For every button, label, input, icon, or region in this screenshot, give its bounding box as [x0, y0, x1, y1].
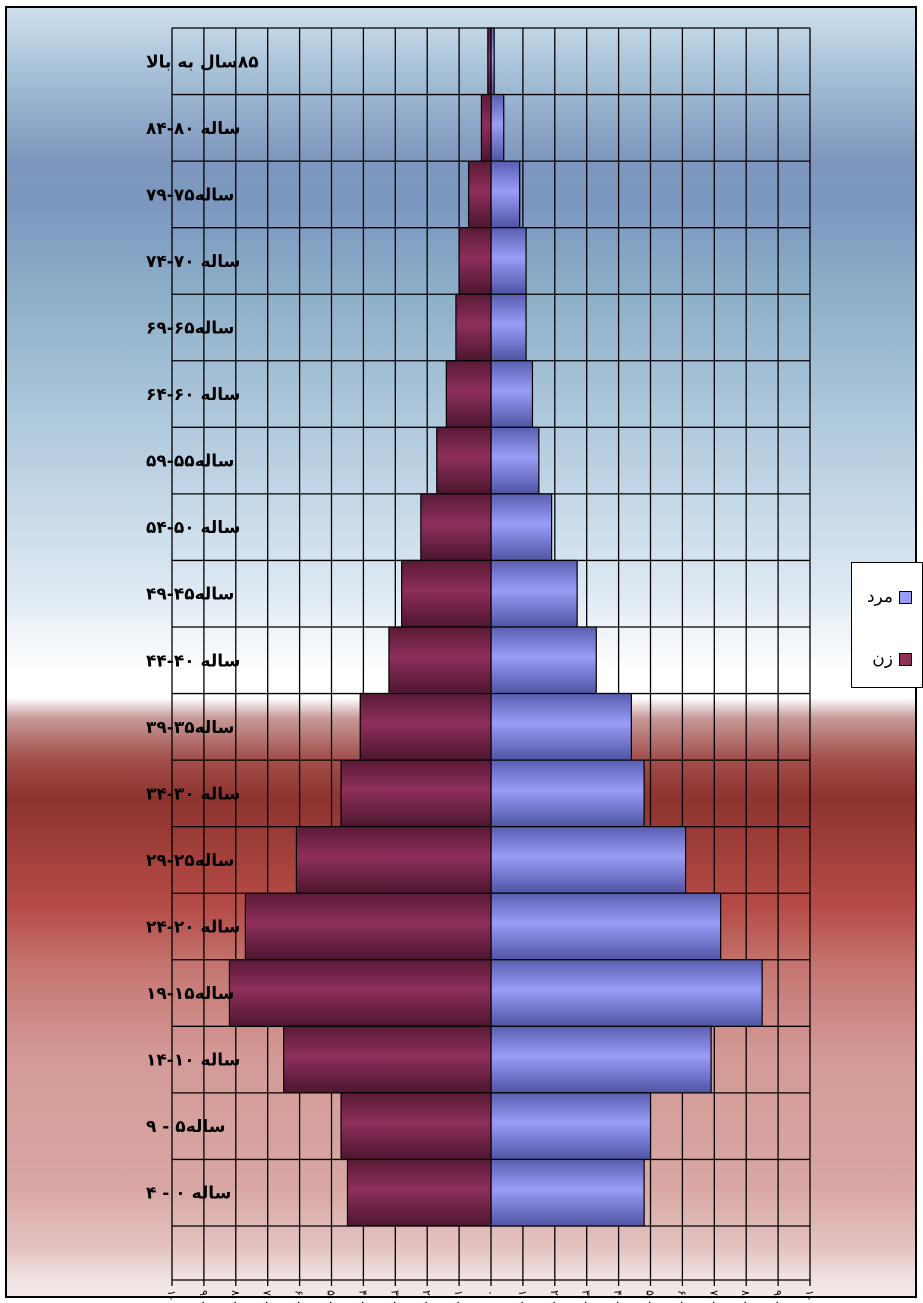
x-tick-label: ۹.۰۰٫ [197, 1290, 210, 1303]
bar-female [420, 493, 492, 562]
bar-female [401, 559, 492, 628]
category-label: ساله ۶۰-۶۴ [146, 385, 240, 405]
x-tick-label: ۴.۰۰٫ [612, 1290, 625, 1303]
bar-female [487, 27, 492, 96]
bar-male [490, 959, 763, 1027]
bar-female [346, 1158, 492, 1227]
series-male [490, 27, 763, 1227]
x-tick-label: ۷.۰۰٫ [707, 1290, 720, 1303]
bar-male [490, 692, 632, 761]
bar-female [359, 692, 492, 761]
x-tick-label: ۷.۰۰٫ [261, 1290, 274, 1303]
bar-female [244, 892, 492, 961]
bar-female [388, 626, 492, 695]
bar-female [295, 826, 492, 894]
bar-female [340, 1092, 492, 1161]
x-tick-label: ۶.۰۰٫ [293, 1290, 306, 1303]
series-female [228, 27, 492, 1227]
x-tick-label: ۳.۰۰٫ [580, 1290, 593, 1303]
x-tick-label: ۶.۰۰٫ [675, 1290, 688, 1303]
x-tick-label: ۸.۰۰٫ [229, 1290, 242, 1303]
bar-male [490, 1158, 645, 1227]
bar-female [458, 227, 492, 295]
bar-female [228, 959, 492, 1027]
category-label: ساله۵۵-۵۹ [146, 452, 234, 472]
bar-male [490, 892, 722, 961]
x-tick-label: ۲.۰۰٫ [548, 1290, 561, 1303]
bar-male [490, 1092, 652, 1161]
category-label: ساله۲۵-۲۹ [146, 851, 234, 871]
bar-male [490, 493, 553, 562]
category-label: ساله۴۵-۴۹ [146, 585, 234, 605]
bar-male [490, 626, 597, 695]
category-label: ساله ۲۰-۲۴ [146, 918, 240, 938]
bar-female [340, 759, 492, 828]
category-label: ساله۱۵-۱۹ [146, 984, 234, 1004]
category-label: ساله ۳۰-۳۴ [146, 784, 240, 804]
bar-male [490, 93, 505, 162]
category-label: ساله ۴۰-۴۴ [146, 651, 240, 671]
x-tick-label: ۱۰.۰۰٫ [803, 1290, 816, 1303]
bar-female [455, 293, 492, 362]
legend-swatch-male [899, 590, 912, 604]
x-tick-label: ۵.۰۰٫ [325, 1290, 338, 1303]
bar-male [490, 160, 521, 229]
x-tick-label: ۹.۰۰٫ [771, 1290, 784, 1303]
category-label: ساله۳۵-۳۹ [146, 718, 234, 738]
bar-female [468, 160, 492, 229]
x-tick-label: ۱.۰۰٫ [516, 1290, 529, 1303]
bar-male [490, 1025, 712, 1094]
category-label: ساله ۵۰-۵۴ [146, 518, 240, 538]
legend-label-female: زن [872, 649, 893, 669]
category-label: ساله ۰ - ۴ [146, 1184, 231, 1204]
category-label: ۸۵سال به بالا [146, 52, 259, 72]
x-tick-label: ۱.۰۰٫ [452, 1290, 465, 1303]
legend: مرد زن [851, 562, 923, 688]
x-tick-label: ۴.۰۰٫ [356, 1290, 369, 1303]
bar-male [490, 426, 540, 495]
bar-female [283, 1025, 492, 1094]
x-tick-label: ۱۰.۰۰٫ [165, 1290, 178, 1303]
category-label: ساله ۷۰-۷۴ [146, 252, 240, 272]
x-tick-label: ۸.۰۰٫ [739, 1290, 752, 1303]
bar-male [490, 759, 645, 828]
bar-male [490, 293, 527, 362]
x-tick-label: ۲.۰۰٫ [420, 1290, 433, 1303]
bar-female [480, 93, 492, 162]
legend-item-female: زن [872, 649, 912, 669]
bar-male [490, 559, 578, 628]
x-tick-label: ۵.۰۰٫ [644, 1290, 657, 1303]
category-label: ساله۶۵-۶۹ [146, 319, 234, 339]
bar-female [436, 426, 492, 495]
x-tick-label: ۳.۰۰٫ [388, 1290, 401, 1303]
x-tick-label: ۰ [484, 1290, 497, 1296]
legend-swatch-female [899, 652, 912, 666]
category-label: ساله۵ - ۹ [146, 1117, 225, 1137]
category-label: ساله ۸۰-۸۴ [146, 119, 240, 139]
category-label: ساله ۱۰-۱۴ [146, 1051, 240, 1071]
bar-female [445, 360, 492, 428]
bar-male [490, 826, 687, 894]
legend-label-male: مرد [866, 587, 893, 607]
bar-male [490, 227, 527, 295]
legend-item-male: مرد [867, 587, 912, 607]
bar-male [490, 360, 534, 428]
category-label: ساله۷۵-۷۹ [146, 185, 234, 205]
